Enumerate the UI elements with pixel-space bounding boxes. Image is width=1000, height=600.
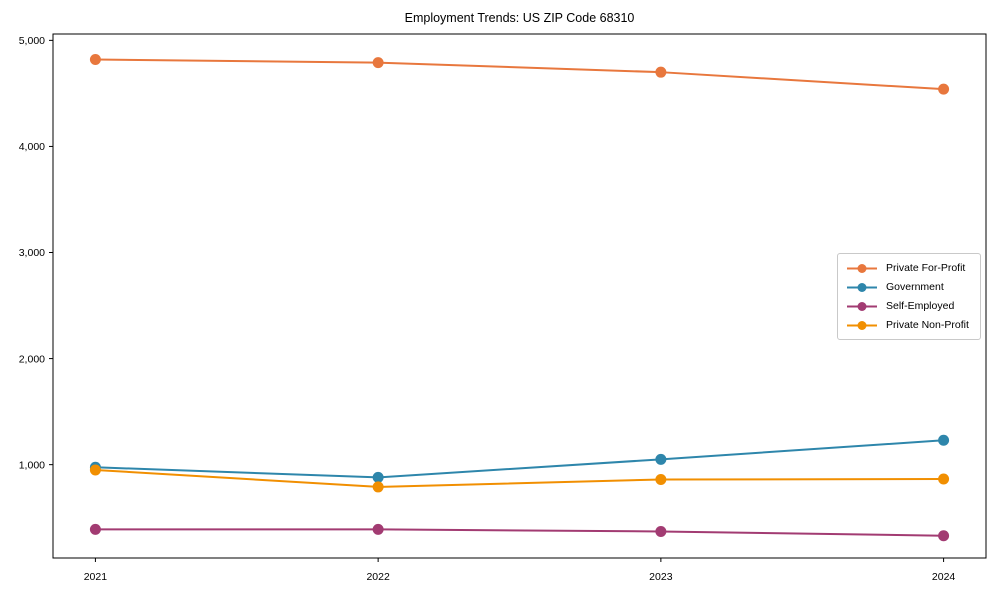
- legend-label: Government: [886, 281, 944, 293]
- chart-title: Employment Trends: US ZIP Code 68310: [404, 11, 635, 25]
- data-point: [655, 453, 667, 465]
- legend-marker-icon: [847, 301, 877, 311]
- y-tick-label: 5,000: [19, 35, 45, 47]
- data-point: [372, 471, 384, 483]
- series-line: [94, 468, 945, 488]
- legend-item: Private Non-Profit: [846, 319, 969, 331]
- data-point: [938, 473, 950, 485]
- legend-marker-icon: [847, 320, 877, 330]
- data-point: [938, 434, 950, 446]
- legend-item: Private For-Profit: [846, 262, 969, 274]
- legend-label: Self-Employed: [886, 300, 955, 312]
- legend-label: Private For-Profit: [886, 262, 966, 274]
- legend-marker-icon: [847, 263, 877, 273]
- series-line: [94, 58, 945, 91]
- series-line: [94, 528, 945, 537]
- data-point: [938, 83, 950, 95]
- legend: Private For-Profit Government Self-Employe…: [837, 253, 981, 340]
- data-point: [655, 66, 667, 78]
- data-point: [372, 57, 384, 69]
- legend-item: Self-Employed: [846, 300, 969, 312]
- data-point: [372, 481, 384, 493]
- x-tick-label: 2021: [84, 571, 108, 583]
- legend-marker-icon: [847, 282, 877, 292]
- y-tick-label: 1,000: [19, 459, 45, 471]
- x-tick-label: 2024: [932, 571, 956, 583]
- y-tick-label: 2,000: [19, 353, 45, 365]
- data-point: [372, 523, 384, 535]
- data-point: [89, 523, 101, 535]
- data-point: [938, 530, 950, 542]
- plot-frame: [52, 33, 987, 559]
- data-point: [655, 525, 667, 537]
- y-tick-label: 4,000: [19, 141, 45, 153]
- series-line: [94, 439, 945, 479]
- x-tick-label: 2023: [649, 571, 673, 583]
- data-point: [655, 474, 667, 486]
- data-point: [89, 464, 101, 476]
- legend-label: Private Non-Profit: [886, 319, 969, 331]
- y-tick-label: 3,000: [19, 247, 45, 259]
- data-point: [89, 53, 101, 65]
- x-tick-label: 2022: [366, 571, 390, 583]
- legend-item: Government: [846, 281, 969, 293]
